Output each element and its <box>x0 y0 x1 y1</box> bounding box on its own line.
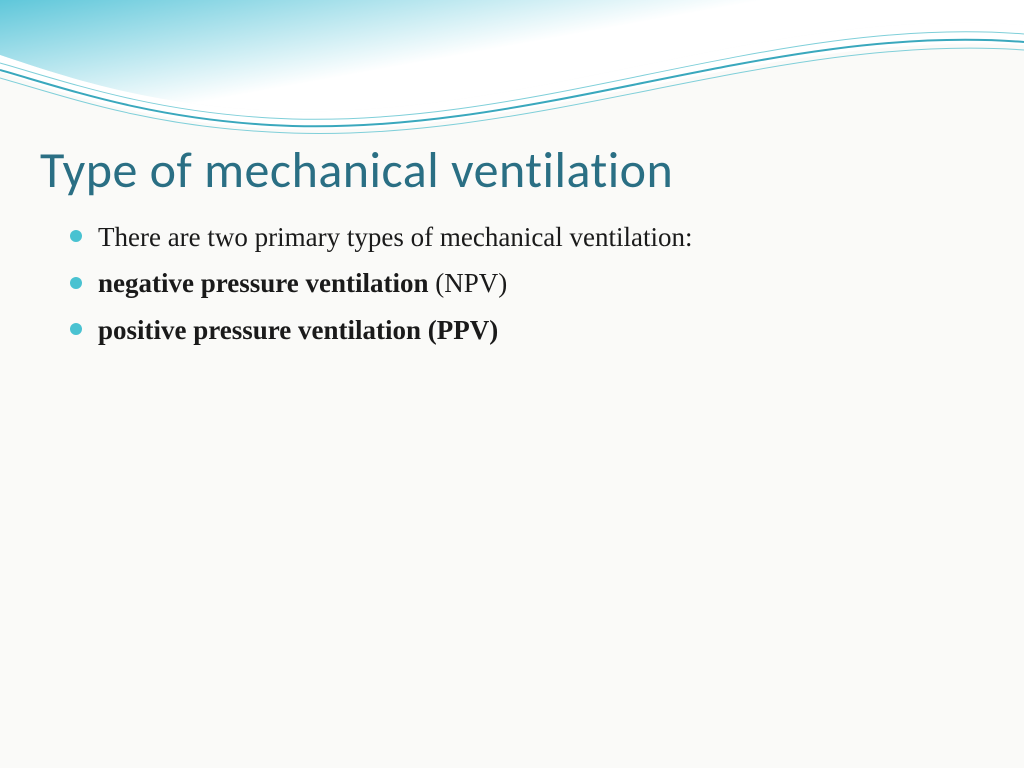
bullet-item: negative pressure ventilation (NPV) <box>70 265 984 301</box>
bullet-text-bold: positive pressure ventilation (PPV) <box>98 315 498 345</box>
slide-content: Type of mechanical ventilation There are… <box>40 140 984 358</box>
bullet-text: (NPV) <box>429 268 508 298</box>
bullet-text-bold: negative pressure ventilation <box>98 268 429 298</box>
bullet-item: positive pressure ventilation (PPV) <box>70 312 984 348</box>
bullet-list: There are two primary types of mechanica… <box>40 219 984 348</box>
bullet-item: There are two primary types of mechanica… <box>70 219 984 255</box>
bullet-text: There are two primary types of mechanica… <box>98 222 693 252</box>
slide-title: Type of mechanical ventilation <box>40 140 984 201</box>
